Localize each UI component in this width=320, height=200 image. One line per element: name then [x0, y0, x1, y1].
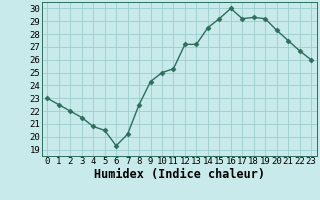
X-axis label: Humidex (Indice chaleur): Humidex (Indice chaleur) [94, 168, 265, 181]
